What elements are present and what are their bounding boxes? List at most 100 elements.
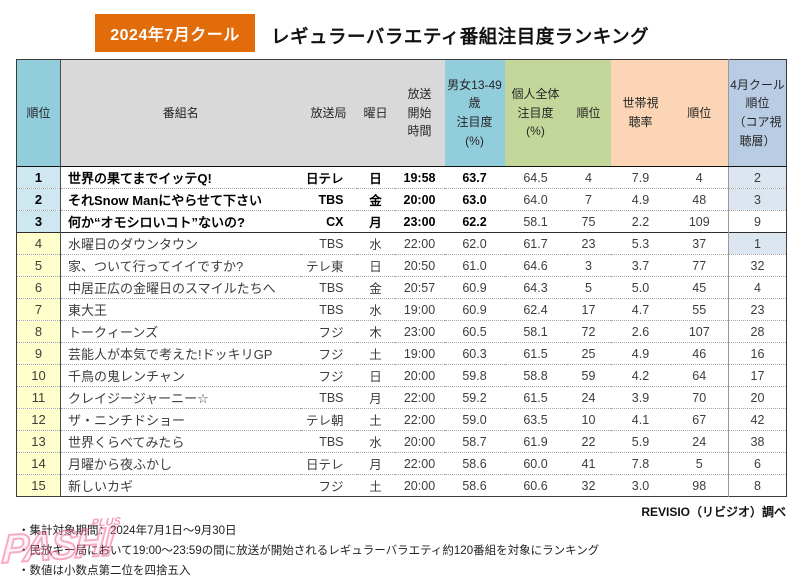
cell-rank: 10: [16, 364, 61, 387]
table-header: 順位 番組名 放送局 曜日 放送 開始 時間 男女13-49 歳 注目度 (%)…: [16, 59, 787, 167]
cell-personal: 61.5: [523, 346, 548, 361]
cell-day: 土: [369, 348, 382, 362]
cell-personal_rank: 24: [581, 390, 596, 405]
table-row: 9 芸能人が本気で考えた!ドッキリGP フジ 土 19:00 60.3 61.5 25 4.9 4…: [16, 342, 787, 365]
cell-household_rank: 5: [695, 456, 703, 471]
cell-network: TBS: [319, 390, 344, 405]
cell-mf1349: 59.8: [462, 368, 487, 383]
cell-household: 4.9: [631, 346, 650, 361]
col-header-personal-rank: 順位: [566, 59, 611, 167]
cell-april: 38: [728, 430, 787, 453]
footnote-period: ・集計対象期間：2024年7月1日～9月30日: [18, 525, 237, 537]
cell-personal_rank: 32: [581, 478, 596, 493]
cell-start: 20:00: [403, 434, 436, 449]
cell-start: 23:00: [403, 214, 436, 229]
col-header-day: 曜日: [356, 59, 395, 167]
cell-household: 4.9: [631, 192, 650, 207]
cell-household: 4.2: [631, 368, 650, 383]
cell-mf1349: 62.2: [462, 214, 487, 229]
cell-name: 芸能人が本気で考えた!ドッキリGP: [68, 347, 273, 362]
cell-rank: 7: [16, 298, 61, 321]
cell-personal_rank: 4: [585, 170, 592, 185]
table-row: 12 ザ・ニンチドショー テレ朝 土 22:00 59.0 63.5 10 4.1 67 42: [16, 408, 787, 431]
col-header-april-rank: 4月クール 順位 （コア視 聴層）: [728, 59, 787, 167]
cell-personal_rank: 23: [581, 236, 596, 251]
cell-mf1349: 63.7: [462, 170, 487, 185]
ranking-table: 順位 番組名 放送局 曜日 放送 開始 時間 男女13-49 歳 注目度 (%)…: [16, 59, 787, 497]
cell-personal: 63.5: [523, 412, 548, 427]
table-row: 4 水曜日のダウンタウン TBS 水 22:00 62.0 61.7 23 5.3 37 1: [16, 232, 787, 255]
cell-mf1349: 63.0: [462, 192, 487, 207]
footnotes: ・集計対象期間：2024年7月1日～9月30日 ・民放キー局において19:00～…: [18, 521, 599, 577]
cell-name: ザ・ニンチドショー: [68, 413, 186, 428]
cell-name: それSnow Manにやらせて下さい: [68, 193, 263, 208]
cell-mf1349: 58.7: [462, 434, 487, 449]
cell-day: 月: [369, 458, 382, 472]
cell-name: トークィーンズ: [68, 325, 159, 340]
cell-network: フジ: [318, 480, 344, 494]
table-row: 5 家、ついて行ってイイですか? テレ東 日 20:50 61.0 64.6 3 3.7 77 32: [16, 254, 787, 277]
col-header-household: 世帯視 聴率: [610, 59, 671, 167]
cell-network: TBS: [319, 280, 344, 295]
cell-personal: 64.3: [523, 280, 548, 295]
table-row: 10 千鳥の鬼レンチャン フジ 日 20:00 59.8 58.8 59 4.2 64 17: [16, 364, 787, 387]
cell-household_rank: 107: [688, 324, 710, 339]
cell-network: TBS: [319, 236, 344, 251]
cell-start: 19:58: [403, 170, 436, 185]
footnote-rounding: ・数値は小数点第二位を四捨五入: [18, 565, 191, 577]
cell-april: 2: [728, 166, 787, 189]
cell-day: 月: [369, 216, 382, 230]
cell-personal_rank: 10: [581, 412, 596, 427]
cell-start: 20:00: [403, 478, 436, 493]
cell-april: 42: [728, 408, 787, 431]
cell-april: 32: [728, 254, 787, 277]
cell-personal_rank: 59: [581, 368, 596, 383]
cell-rank: 4: [16, 232, 61, 255]
cell-april: 9: [728, 210, 787, 233]
cell-personal: 62.4: [523, 302, 548, 317]
cell-name: 千鳥の鬼レンチャン: [68, 369, 185, 384]
cell-name: 東大王: [68, 303, 108, 318]
cell-april: 17: [728, 364, 787, 387]
cell-april: 16: [728, 342, 787, 365]
cell-start: 20:00: [403, 192, 436, 207]
cell-start: 19:00: [403, 302, 436, 317]
cell-april: 20: [728, 386, 787, 409]
cell-april: 8: [728, 474, 787, 497]
table-row: 11 クレイジージャーニー☆ TBS 月 22:00 59.2 61.5 24 3.9 70 20: [16, 386, 787, 409]
cell-household: 7.8: [631, 456, 650, 471]
table-row: 2 それSnow Manにやらせて下さい TBS 金 20:00 63.0 64.0 7 4.9…: [16, 188, 787, 211]
cell-household: 3.0: [631, 478, 650, 493]
cell-april: 3: [728, 188, 787, 211]
col-header-program-name: 番組名: [60, 59, 301, 167]
cell-april: 23: [728, 298, 787, 321]
table-row: 7 東大王 TBS 水 19:00 60.9 62.4 17 4.7 55 23: [16, 298, 787, 321]
cell-rank: 15: [16, 474, 61, 497]
cell-day: 水: [369, 436, 382, 450]
cell-rank: 2: [16, 188, 61, 211]
cell-personal: 61.7: [523, 236, 548, 251]
table-row: 13 世界くらべてみたら TBS 水 20:00 58.7 61.9 22 5.9 24 38: [16, 430, 787, 453]
cell-household_rank: 24: [692, 434, 707, 449]
cell-rank: 5: [16, 254, 61, 277]
cell-household_rank: 70: [692, 390, 707, 405]
cell-household_rank: 67: [692, 412, 707, 427]
cell-start: 22:00: [403, 412, 436, 427]
cell-name: 家、ついて行ってイイですか?: [68, 259, 244, 274]
cell-personal: 60.0: [523, 456, 548, 471]
cell-personal_rank: 17: [581, 302, 596, 317]
col-header-personal: 個人全体 注目度 (%): [504, 59, 567, 167]
cell-network: TBS: [318, 192, 344, 207]
cell-mf1349: 60.9: [462, 302, 487, 317]
cell-mf1349: 60.9: [462, 280, 487, 295]
table-row: 8 トークィーンズ フジ 木 23:00 60.5 58.1 72 2.6 107 28: [16, 320, 787, 343]
cell-rank: 12: [16, 408, 61, 431]
cell-rank: 11: [16, 386, 61, 409]
ranking-table-wrap: 順位 番組名 放送局 曜日 放送 開始 時間 男女13-49 歳 注目度 (%)…: [16, 59, 787, 497]
cell-network: TBS: [319, 302, 344, 317]
cell-household_rank: 37: [692, 236, 707, 251]
cell-mf1349: 59.2: [462, 390, 487, 405]
cell-rank: 14: [16, 452, 61, 475]
cell-start: 22:00: [403, 456, 436, 471]
data-source-credit: REVISIO（リビジオ）調べ: [641, 505, 786, 519]
